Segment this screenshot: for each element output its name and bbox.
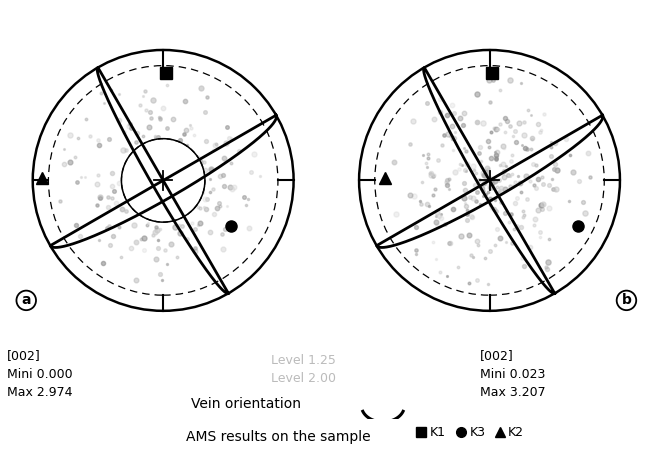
Text: Level 1.25: Level 1.25 — [270, 354, 336, 367]
Circle shape — [359, 50, 620, 311]
Text: K3: K3 — [470, 426, 486, 438]
Text: Max 2.974: Max 2.974 — [7, 386, 72, 399]
Text: Max 3.207: Max 3.207 — [480, 386, 545, 399]
Text: Mini 0.023: Mini 0.023 — [480, 368, 545, 381]
Text: [002]: [002] — [7, 350, 41, 363]
Text: K1: K1 — [430, 426, 446, 438]
Text: K2: K2 — [508, 426, 524, 438]
Circle shape — [121, 138, 205, 222]
Text: b: b — [621, 294, 631, 308]
Text: Level 2.00: Level 2.00 — [270, 372, 336, 385]
Text: Mini 0.000: Mini 0.000 — [7, 368, 73, 381]
Text: [002]: [002] — [480, 350, 513, 363]
Text: AMS results on the sample: AMS results on the sample — [186, 429, 371, 444]
Circle shape — [33, 50, 294, 311]
Text: Vein orientation: Vein orientation — [191, 396, 302, 411]
Text: a: a — [21, 294, 31, 308]
